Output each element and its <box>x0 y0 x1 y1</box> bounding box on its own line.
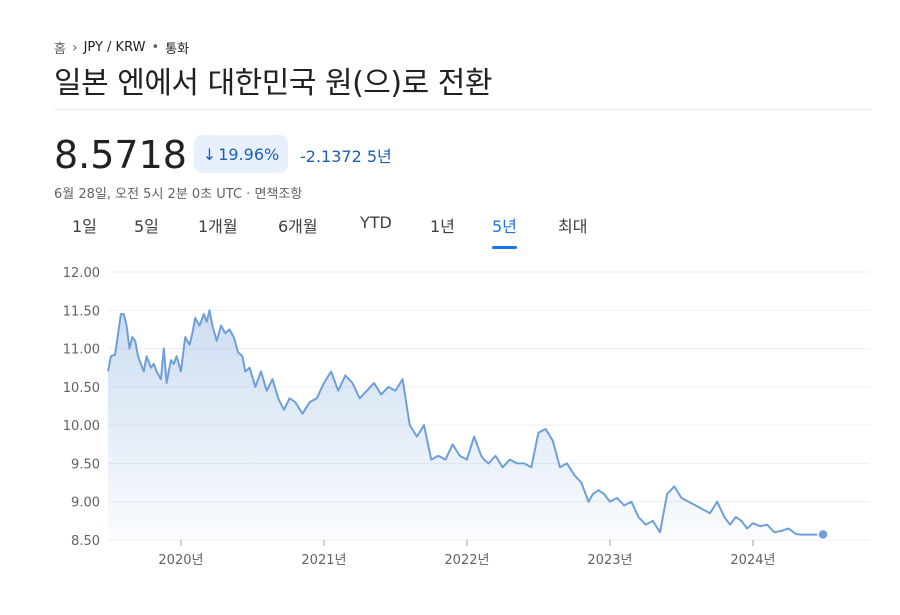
page-title: 일본 엔에서 대한민국 원(으)로 전환 <box>54 66 492 101</box>
tab-1m[interactable]: 1개월 <box>198 217 238 236</box>
timestamp-disclaimer[interactable]: 6월 28일, 오전 5시 2분 0초 UTC · 면책조항 <box>54 187 303 202</box>
tab-1y[interactable]: 1년 <box>430 217 455 236</box>
x-tick-label: 2020년 <box>158 553 203 568</box>
breadcrumb: 홈 › JPY / KRW • 통화 <box>54 38 190 58</box>
tab-5y[interactable]: 5년 <box>492 213 517 249</box>
y-tick-label: 10.00 <box>63 419 100 434</box>
change-abs: -2.1372 <box>300 147 362 166</box>
price-chart[interactable]: 12.00 11.50 11.00 10.50 10.00 9.50 9.00 8.50 20… <box>0 250 900 580</box>
x-tick-label: 2024년 <box>730 553 775 568</box>
tab-ytd[interactable]: YTD <box>360 213 392 232</box>
y-tick-label: 11.00 <box>63 343 100 358</box>
tab-1d[interactable]: 1일 <box>72 217 97 236</box>
change-abs-text: -2.1372 5년 <box>300 143 392 167</box>
divider <box>54 109 872 110</box>
breadcrumb-separator-icon: • <box>151 40 160 55</box>
chevron-right-icon: › <box>71 39 78 56</box>
y-tick-label: 9.50 <box>71 457 100 472</box>
tab-5d[interactable]: 5일 <box>134 217 159 236</box>
y-tick-label: 8.50 <box>71 534 100 549</box>
change-percent: 19.96% <box>218 144 280 164</box>
breadcrumb-home[interactable]: 홈 <box>54 42 66 57</box>
current-price: 8.5718 <box>54 133 187 177</box>
x-tick-label: 2022년 <box>444 553 489 568</box>
change-percent-badge: ↓ 19.96% <box>194 135 288 173</box>
arrow-down-icon: ↓ <box>202 144 217 164</box>
y-tick-label: 9.00 <box>71 496 100 511</box>
x-axis-ticks: 2020년 2021년 2022년 2023년 2024년 <box>158 540 775 568</box>
x-tick-label: 2021년 <box>301 553 346 568</box>
chart-series-line[interactable] <box>107 309 824 536</box>
tab-max[interactable]: 최대 <box>558 217 588 236</box>
y-tick-label: 10.50 <box>63 381 100 396</box>
y-axis-ticks: 12.00 11.50 11.00 10.50 10.00 9.50 9.00 8.50 <box>63 266 100 549</box>
chart-area-fill <box>108 310 823 540</box>
breadcrumb-category[interactable]: 통화 <box>165 42 190 57</box>
breadcrumb-pair[interactable]: JPY / KRW <box>83 40 146 55</box>
tab-6m[interactable]: 6개월 <box>278 217 318 236</box>
y-tick-label: 12.00 <box>63 266 100 281</box>
x-tick-label: 2023년 <box>587 553 632 568</box>
change-period: 5년 <box>366 147 392 166</box>
chart-last-point[interactable] <box>817 528 829 541</box>
y-tick-label: 11.50 <box>63 304 100 319</box>
